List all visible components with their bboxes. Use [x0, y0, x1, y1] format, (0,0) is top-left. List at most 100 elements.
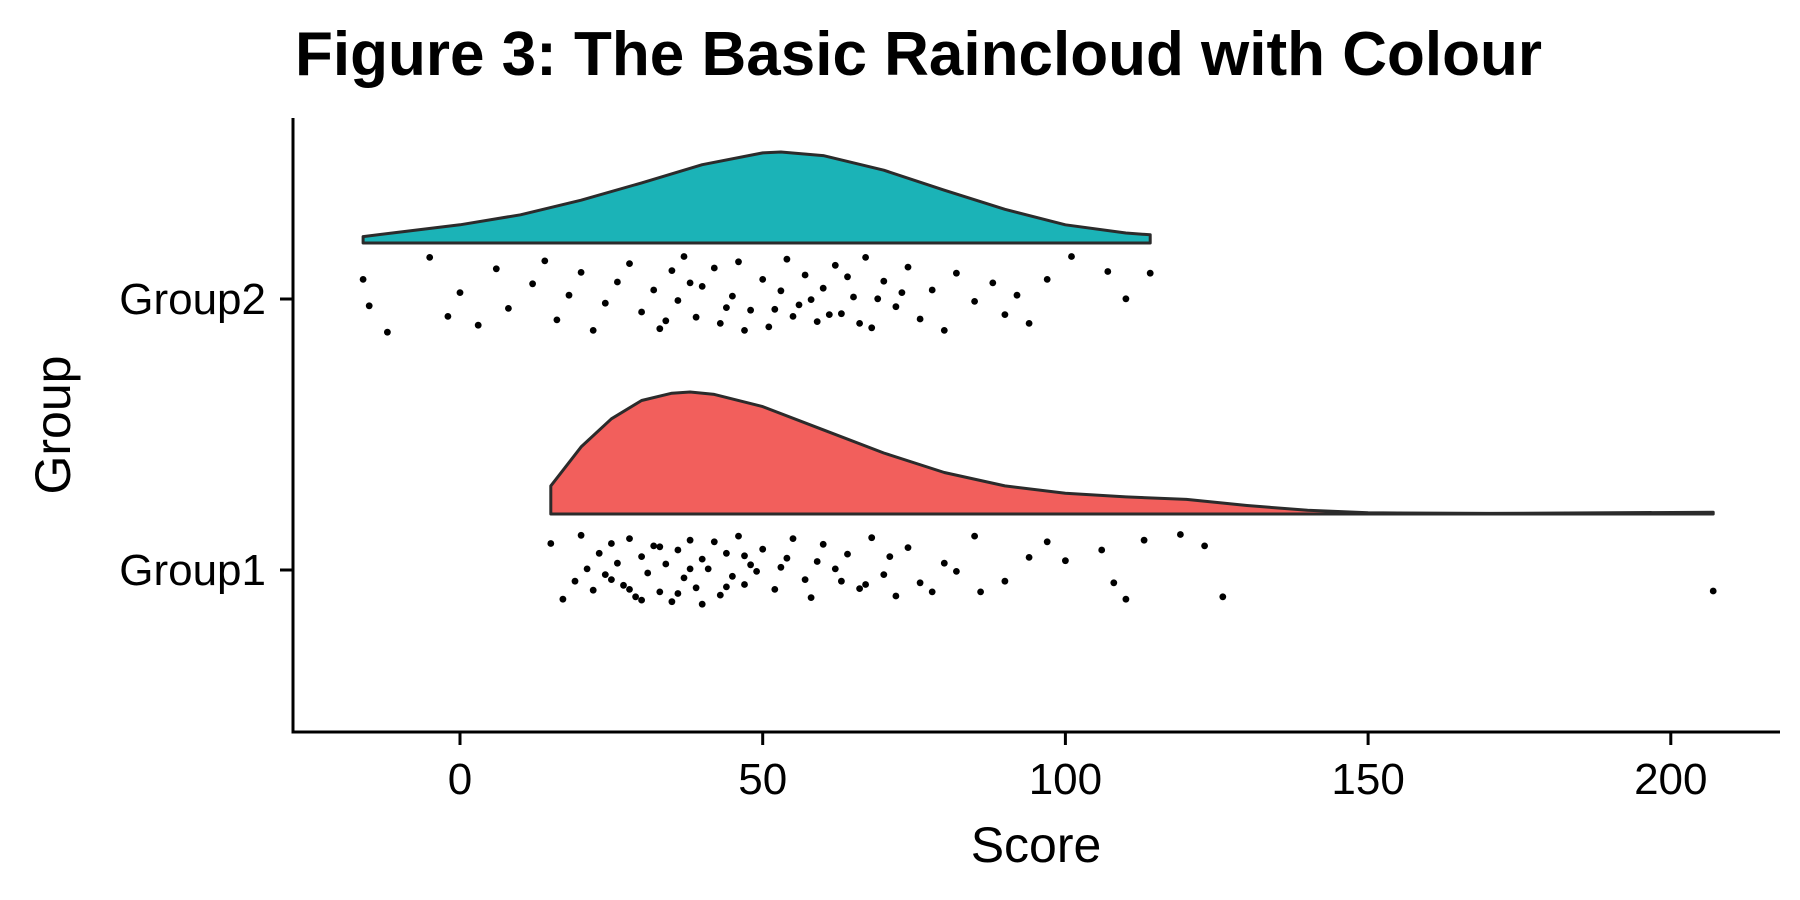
- data-point-group1-75: [838, 577, 845, 585]
- data-point-group2-61: [662, 317, 670, 325]
- data-point-group2-0: [359, 276, 367, 283]
- data-point-group2-39: [831, 261, 839, 269]
- data-point-group1-73: [777, 563, 785, 571]
- data-point-group2-60: [1146, 269, 1154, 277]
- data-point-group1-14: [644, 569, 652, 577]
- data-point-group1-69: [698, 600, 706, 608]
- data-point-group2-23: [680, 253, 688, 260]
- data-point-group1-38: [819, 540, 827, 548]
- data-point-group1-56: [1110, 579, 1118, 587]
- data-point-group1-51: [1001, 577, 1009, 585]
- data-point-group1-36: [801, 576, 809, 583]
- data-point-group1-20: [680, 574, 688, 582]
- data-point-group2-16: [614, 278, 621, 286]
- data-point-group1-52: [1025, 554, 1033, 561]
- data-point-group1-4: [583, 565, 591, 573]
- data-point-group2-20: [656, 325, 664, 333]
- data-point-group2-43: [868, 324, 876, 332]
- data-point-group1-27: [723, 549, 730, 557]
- data-point-group1-2: [571, 577, 579, 585]
- data-point-group2-66: [789, 313, 797, 320]
- data-point-group2-13: [577, 269, 585, 276]
- data-point-group2-34: [783, 255, 791, 263]
- data-point-group2-7: [492, 265, 500, 273]
- data-point-group1-28: [729, 572, 736, 580]
- data-point-group2-72: [898, 289, 906, 296]
- data-point-group2-64: [741, 327, 748, 334]
- data-point-group2-35: [795, 301, 803, 309]
- data-point-group2-24: [692, 313, 700, 321]
- data-point-group1-76: [862, 581, 869, 588]
- data-point-group1-54: [1062, 557, 1069, 565]
- data-point-group1-41: [856, 585, 863, 592]
- data-point-group1-12: [632, 593, 639, 601]
- data-point-group1-5: [589, 586, 597, 594]
- data-point-group1-8: [608, 540, 615, 547]
- data-point-group2-28: [729, 292, 736, 300]
- data-point-group1-13: [638, 553, 645, 560]
- chart-title: Figure 3: The Basic Raincloud with Colou…: [295, 20, 1542, 89]
- data-point-group1-74: [813, 558, 821, 565]
- data-point-group2-27: [716, 320, 724, 327]
- x-tick-label-200: 200: [1634, 755, 1707, 804]
- data-point-group2-10: [541, 257, 549, 265]
- data-point-group2-5: [456, 289, 464, 296]
- data-point-group1-10: [620, 581, 627, 589]
- x-axis-title: Score: [971, 817, 1102, 873]
- data-point-group2-11: [553, 316, 561, 324]
- data-point-group1-11: [626, 535, 633, 542]
- data-point-group1-67: [674, 590, 682, 597]
- data-point-group1-3: [577, 531, 585, 539]
- data-point-group1-66: [656, 543, 664, 551]
- data-point-group1-72: [753, 568, 760, 575]
- data-point-group2-45: [892, 303, 900, 311]
- data-point-group2-18: [638, 308, 645, 316]
- data-point-group2-26: [710, 264, 718, 272]
- data-point-group2-58: [1104, 268, 1112, 275]
- data-point-group1-62: [1709, 587, 1717, 595]
- data-point-group1-17: [662, 560, 670, 568]
- data-point-group2-41: [850, 293, 857, 301]
- x-tick-label-0: 0: [448, 755, 472, 804]
- data-point-group2-21: [668, 267, 676, 274]
- data-point-group2-63: [723, 304, 730, 311]
- data-point-group2-70: [856, 320, 863, 327]
- density-cloud-group2: [361, 150, 1152, 245]
- x-tick-label-100: 100: [1029, 755, 1102, 804]
- data-point-group1-65: [638, 596, 645, 604]
- data-point-group2-25: [698, 283, 706, 290]
- data-point-group2-59: [1122, 295, 1130, 303]
- data-point-group2-6: [474, 321, 482, 329]
- density-clouds: [361, 150, 1715, 516]
- data-point-group1-9: [614, 559, 621, 567]
- data-point-group1-78: [928, 588, 936, 596]
- x-tick-label-150: 150: [1331, 755, 1404, 804]
- data-point-group2-46: [904, 263, 912, 271]
- data-point-group2-44: [880, 277, 888, 285]
- data-point-group2-3: [426, 254, 434, 261]
- data-point-group2-38: [819, 284, 827, 292]
- data-point-group2-37: [813, 318, 821, 325]
- y-axis-ticks: Group1 Group2: [119, 275, 293, 595]
- plot-area: [359, 150, 1717, 608]
- data-point-group2-53: [1001, 311, 1009, 318]
- data-point-group2-15: [601, 299, 609, 307]
- data-point-group1-18: [668, 598, 676, 606]
- data-point-group1-23: [698, 555, 706, 563]
- data-point-group2-55: [1025, 320, 1033, 327]
- data-point-group1-63: [608, 576, 615, 583]
- data-point-group1-33: [771, 586, 779, 593]
- data-point-group2-68: [825, 311, 833, 318]
- data-point-group2-50: [953, 269, 960, 277]
- x-tick-label-50: 50: [738, 755, 787, 804]
- data-point-group2-1: [365, 302, 373, 310]
- data-point-group1-22: [692, 584, 700, 592]
- data-point-group1-61: [1219, 593, 1227, 601]
- data-point-group2-29: [735, 258, 742, 266]
- data-point-group1-32: [759, 545, 767, 553]
- data-point-group1-45: [904, 544, 912, 551]
- data-point-group1-42: [868, 534, 876, 542]
- data-point-group1-40: [844, 550, 851, 558]
- y-tick-label-group1: Group1: [119, 546, 266, 595]
